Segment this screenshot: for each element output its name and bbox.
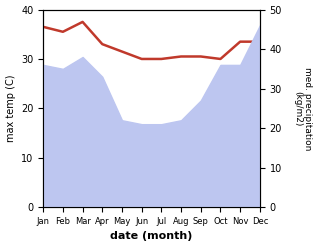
Y-axis label: med. precipitation
(kg/m2): med. precipitation (kg/m2) [293, 67, 313, 150]
Y-axis label: max temp (C): max temp (C) [5, 75, 16, 142]
X-axis label: date (month): date (month) [110, 231, 193, 242]
